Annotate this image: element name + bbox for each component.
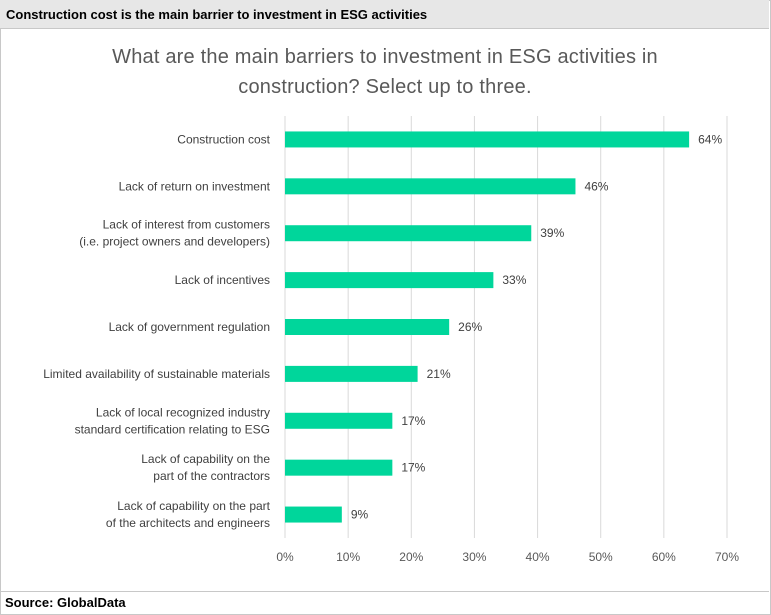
x-tick-label: 50% [589, 550, 613, 564]
bar [285, 131, 690, 148]
data-label: 39% [540, 226, 564, 240]
bar [285, 365, 418, 382]
category-label: Lack of capability on the part [117, 499, 270, 513]
x-tick-label: 70% [715, 550, 739, 564]
category-label: part of the contractors [153, 469, 270, 483]
data-label: 17% [401, 461, 425, 475]
category-label: standard certification relating to ESG [75, 422, 270, 436]
header-title: Construction cost is the main barrier to… [0, 0, 769, 29]
source-note: Source: GlobalData [0, 591, 769, 613]
x-tick-label: 60% [652, 550, 676, 564]
category-label: Lack of capability on the [141, 452, 270, 466]
data-label: 26% [458, 320, 482, 334]
data-label: 21% [427, 367, 451, 381]
chart-title: What are the main barriers to investment… [112, 46, 658, 98]
category-label: Lack of interest from customers [103, 218, 270, 232]
category-label: Lack of government regulation [109, 320, 270, 334]
bar [285, 225, 532, 242]
bar [285, 178, 576, 195]
x-tick-label: 10% [336, 550, 360, 564]
x-tick-label: 30% [462, 550, 486, 564]
x-tick-label: 20% [399, 550, 423, 564]
bar [285, 506, 342, 523]
data-label: 33% [502, 273, 526, 287]
category-label: Construction cost [177, 132, 270, 146]
category-label: of the architects and engineers [106, 516, 270, 530]
x-tick-label: 0% [276, 550, 294, 564]
data-label: 17% [401, 414, 425, 428]
category-label: Lack of local recognized industry [96, 405, 270, 419]
bar [285, 319, 450, 335]
x-tick-label: 40% [526, 550, 550, 564]
data-label: 9% [351, 508, 369, 522]
data-label: 64% [698, 132, 722, 146]
category-label: Limited availability of sustainable mate… [43, 367, 270, 381]
category-label: Lack of return on investment [119, 179, 271, 193]
category-label: Lack of incentives [175, 273, 270, 287]
data-label: 46% [584, 179, 608, 193]
bar [285, 459, 393, 476]
bar [285, 412, 393, 429]
category-label: (i.e. project owners and developers) [79, 235, 270, 249]
bar [285, 272, 494, 289]
